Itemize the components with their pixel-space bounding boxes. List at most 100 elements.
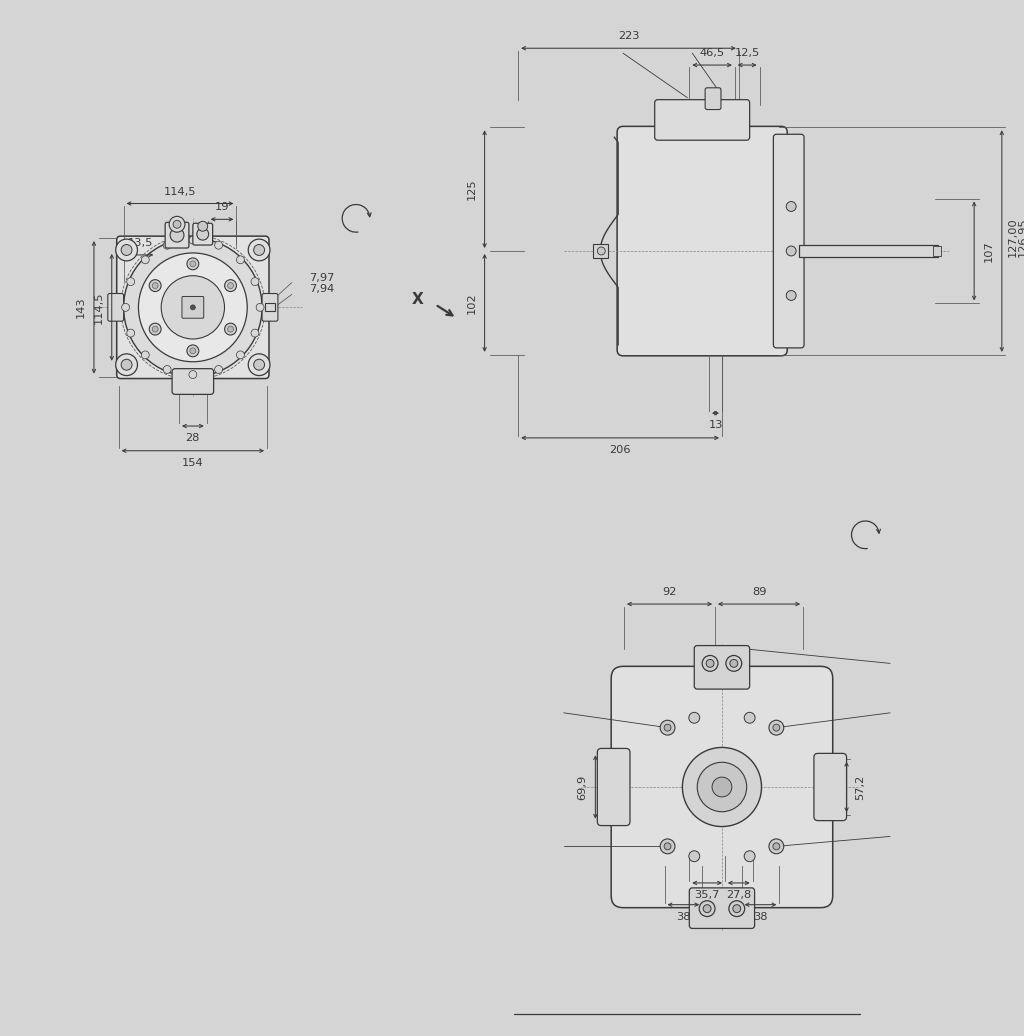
Circle shape: [697, 762, 746, 812]
Text: 12,5: 12,5: [734, 48, 760, 58]
Circle shape: [197, 228, 209, 240]
Bar: [933, 246, 940, 256]
Circle shape: [116, 239, 137, 261]
FancyBboxPatch shape: [597, 748, 630, 826]
Circle shape: [744, 851, 755, 862]
FancyBboxPatch shape: [193, 224, 213, 246]
Circle shape: [188, 236, 197, 244]
Text: 7,94: 7,94: [309, 285, 335, 294]
Text: 27,8: 27,8: [726, 890, 752, 900]
Circle shape: [665, 843, 671, 850]
Circle shape: [163, 241, 171, 250]
Text: 38: 38: [676, 912, 690, 922]
FancyBboxPatch shape: [706, 88, 721, 110]
Circle shape: [254, 244, 264, 256]
Circle shape: [237, 256, 245, 264]
Circle shape: [224, 323, 237, 335]
Circle shape: [141, 351, 150, 358]
FancyBboxPatch shape: [773, 135, 804, 348]
Circle shape: [256, 304, 264, 311]
Circle shape: [251, 329, 259, 337]
Circle shape: [769, 839, 783, 854]
Bar: [799, 244, 938, 257]
Circle shape: [150, 280, 161, 291]
Circle shape: [124, 238, 262, 376]
Text: 89: 89: [752, 587, 766, 597]
Text: 114,5: 114,5: [164, 186, 197, 197]
FancyBboxPatch shape: [611, 666, 833, 908]
Circle shape: [190, 305, 196, 310]
Circle shape: [187, 345, 199, 356]
Circle shape: [161, 276, 224, 339]
Circle shape: [227, 326, 233, 333]
Circle shape: [173, 221, 181, 228]
Circle shape: [187, 258, 199, 269]
Circle shape: [227, 283, 233, 289]
Text: 92: 92: [663, 587, 677, 597]
Text: 143: 143: [76, 296, 86, 318]
Circle shape: [170, 228, 184, 242]
Circle shape: [689, 851, 699, 862]
Circle shape: [786, 290, 796, 300]
Text: 223: 223: [617, 31, 639, 41]
Text: 13,5: 13,5: [127, 238, 153, 248]
Circle shape: [150, 323, 161, 335]
Circle shape: [254, 359, 264, 370]
Circle shape: [188, 371, 197, 378]
Circle shape: [121, 244, 132, 256]
Circle shape: [786, 202, 796, 211]
FancyBboxPatch shape: [172, 369, 214, 395]
Circle shape: [251, 278, 259, 286]
Circle shape: [689, 713, 699, 723]
FancyBboxPatch shape: [617, 126, 787, 355]
Text: 7,97: 7,97: [309, 272, 335, 283]
Circle shape: [224, 280, 237, 291]
Bar: [593, 244, 608, 258]
Circle shape: [773, 724, 780, 731]
Circle shape: [215, 366, 222, 373]
Circle shape: [163, 366, 171, 373]
Text: 46,5: 46,5: [699, 48, 725, 58]
Text: X: X: [412, 292, 423, 307]
Circle shape: [726, 656, 741, 671]
Circle shape: [703, 904, 711, 913]
Circle shape: [660, 839, 675, 854]
Circle shape: [138, 253, 247, 362]
Circle shape: [248, 354, 270, 376]
Circle shape: [121, 359, 132, 370]
Circle shape: [730, 660, 737, 667]
Circle shape: [733, 904, 740, 913]
Circle shape: [189, 348, 196, 354]
Circle shape: [786, 246, 796, 256]
Circle shape: [116, 354, 137, 376]
Circle shape: [707, 660, 714, 667]
FancyBboxPatch shape: [654, 99, 750, 140]
Circle shape: [769, 720, 783, 736]
Circle shape: [248, 239, 270, 261]
Circle shape: [198, 222, 208, 231]
Circle shape: [237, 351, 245, 358]
FancyBboxPatch shape: [182, 296, 204, 318]
FancyBboxPatch shape: [814, 753, 847, 821]
Circle shape: [189, 261, 196, 267]
Circle shape: [215, 241, 222, 250]
Text: 102: 102: [467, 292, 477, 314]
Circle shape: [153, 326, 158, 333]
Circle shape: [122, 304, 130, 311]
Text: 125: 125: [467, 178, 477, 200]
Text: 107: 107: [984, 240, 994, 262]
Circle shape: [153, 283, 158, 289]
Circle shape: [660, 720, 675, 736]
FancyBboxPatch shape: [689, 888, 755, 928]
Text: 19: 19: [215, 202, 229, 212]
Circle shape: [729, 900, 744, 917]
Text: 114,5: 114,5: [94, 291, 103, 323]
FancyBboxPatch shape: [262, 293, 278, 321]
FancyBboxPatch shape: [117, 236, 269, 378]
Circle shape: [169, 217, 185, 232]
Text: 154: 154: [182, 458, 204, 467]
Text: 127,00: 127,00: [1008, 218, 1018, 257]
Circle shape: [665, 724, 671, 731]
FancyBboxPatch shape: [165, 223, 188, 248]
Circle shape: [597, 247, 605, 255]
